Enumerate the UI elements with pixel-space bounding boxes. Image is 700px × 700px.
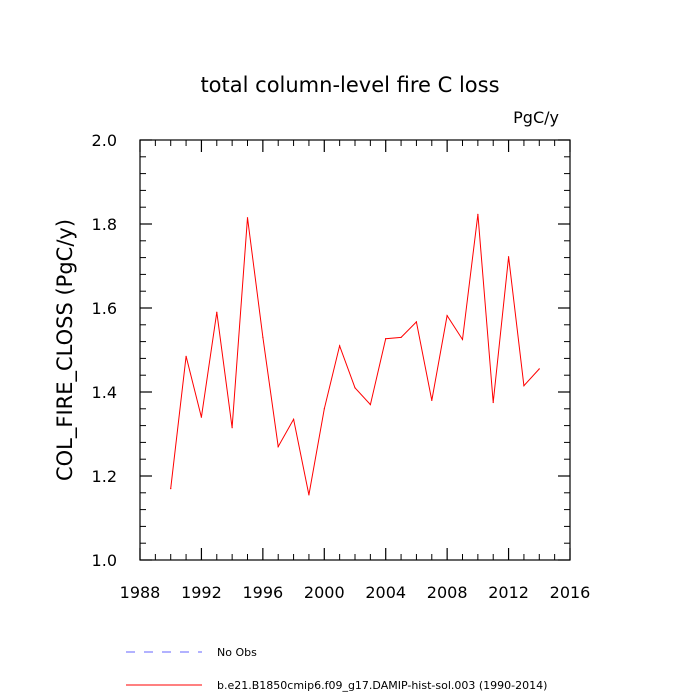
data-point [170, 488, 172, 490]
data-point [200, 416, 203, 418]
data-point [415, 321, 418, 323]
data-point [185, 355, 187, 357]
x-tick-label: 2008 [427, 583, 468, 602]
data-point [277, 446, 279, 448]
x-tick-label: 1996 [242, 583, 283, 602]
data-point [246, 217, 249, 219]
x-tick-label: 2000 [304, 583, 345, 602]
axis-ticks [139, 139, 571, 561]
chart-title: total column-level fire C loss [200, 73, 499, 97]
data-point [339, 345, 341, 347]
data-point [461, 338, 464, 341]
data-point [446, 314, 448, 317]
legend: No Obs b.e21.B1850cmip6.f09_g17.DAMIP-his… [126, 646, 547, 692]
data-point [369, 404, 371, 406]
x-tick-label: 1988 [120, 583, 161, 602]
data-point [385, 338, 387, 340]
data-point [523, 385, 525, 387]
y-tick-label: 2.0 [92, 131, 117, 150]
y-tick-label: 1.6 [92, 299, 117, 318]
data-point [431, 399, 433, 401]
data-point [323, 408, 325, 410]
series-layer [170, 213, 540, 496]
legend-label: b.e21.B1850cmip6.f09_g17.DAMIP-hist-sol.… [217, 679, 547, 692]
data-point [292, 418, 295, 420]
units-label: PgC/y [513, 108, 559, 127]
data-point [262, 336, 264, 338]
legend-label: No Obs [217, 646, 257, 659]
plot-frame [139, 139, 571, 561]
data-point [308, 494, 310, 496]
data-point [492, 401, 494, 404]
y-tick-label: 1.4 [92, 383, 117, 402]
data-point [538, 368, 540, 370]
data-point [354, 387, 356, 389]
data-point [507, 256, 510, 258]
y-axis-label: COL_FIRE_CLOSS (PgC/y) [53, 219, 78, 481]
data-point [400, 336, 402, 338]
x-tick-label: 2004 [365, 583, 406, 602]
x-tick-label: 2012 [488, 583, 529, 602]
data-point [477, 213, 479, 215]
x-tick-label: 1992 [181, 583, 222, 602]
series-line [170, 214, 540, 495]
data-point [231, 427, 233, 429]
tick-labels: 1988 1992 1996 2000 2004 2008 2012 2016 1.0 1.2 1.… [92, 131, 591, 602]
x-tick-label: 2016 [550, 583, 591, 602]
y-tick-label: 1.2 [92, 467, 117, 486]
y-tick-label: 1.8 [92, 215, 117, 234]
y-tick-label: 1.0 [92, 551, 117, 570]
data-point [216, 311, 218, 313]
